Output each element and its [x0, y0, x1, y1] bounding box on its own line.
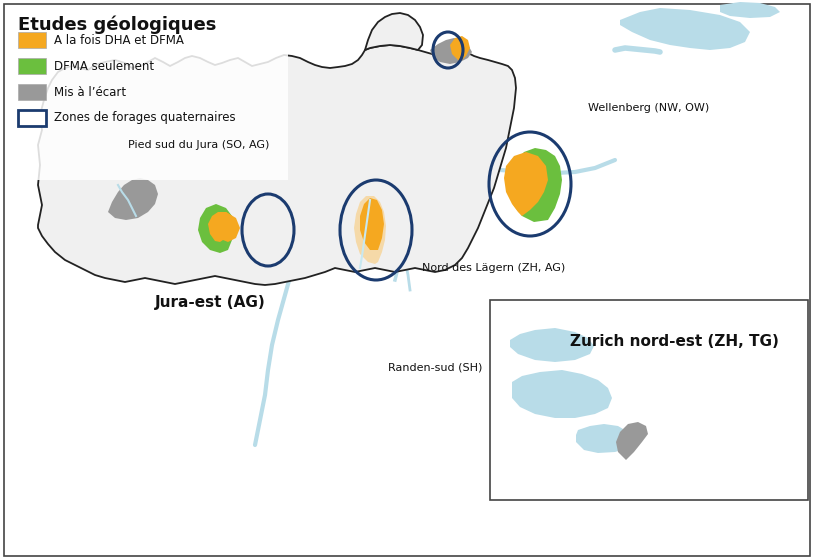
Polygon shape	[210, 212, 240, 242]
Bar	[18, 32, 46, 48]
Polygon shape	[450, 36, 470, 62]
Polygon shape	[510, 328, 594, 362]
Polygon shape	[354, 196, 386, 264]
Bar	[18, 110, 46, 126]
Polygon shape	[576, 424, 632, 453]
Bar	[18, 84, 46, 100]
Polygon shape	[510, 148, 562, 222]
Bar	[490, 300, 808, 500]
Text: DFMA seulement: DFMA seulement	[54, 59, 154, 72]
Text: Zones de forages quaternaires: Zones de forages quaternaires	[54, 111, 235, 124]
Text: Jura-est (AG): Jura-est (AG)	[155, 295, 265, 310]
Polygon shape	[512, 370, 612, 418]
Text: Wellenberg (NW, OW): Wellenberg (NW, OW)	[588, 103, 709, 113]
Polygon shape	[616, 422, 648, 460]
Text: Nord des Lägern (ZH, AG): Nord des Lägern (ZH, AG)	[422, 263, 565, 273]
Text: Mis à l’écart: Mis à l’écart	[54, 86, 126, 99]
Polygon shape	[360, 198, 384, 250]
Polygon shape	[198, 204, 234, 253]
Polygon shape	[430, 38, 472, 64]
Bar	[8, 10, 288, 180]
Polygon shape	[365, 13, 423, 50]
Polygon shape	[504, 152, 548, 216]
Polygon shape	[720, 2, 780, 18]
Polygon shape	[620, 8, 750, 50]
Text: Pied sud du Jura (SO, AG): Pied sud du Jura (SO, AG)	[128, 140, 269, 150]
Polygon shape	[38, 45, 516, 285]
Text: Etudes géologiques: Etudes géologiques	[18, 15, 217, 34]
Polygon shape	[108, 178, 158, 220]
Text: Randen-sud (SH): Randen-sud (SH)	[388, 362, 483, 372]
Bar	[18, 58, 46, 74]
Text: A la fois DHA et DFMA: A la fois DHA et DFMA	[54, 34, 184, 46]
Text: Zurich nord-est (ZH, TG): Zurich nord-est (ZH, TG)	[570, 334, 779, 349]
Polygon shape	[208, 212, 234, 242]
